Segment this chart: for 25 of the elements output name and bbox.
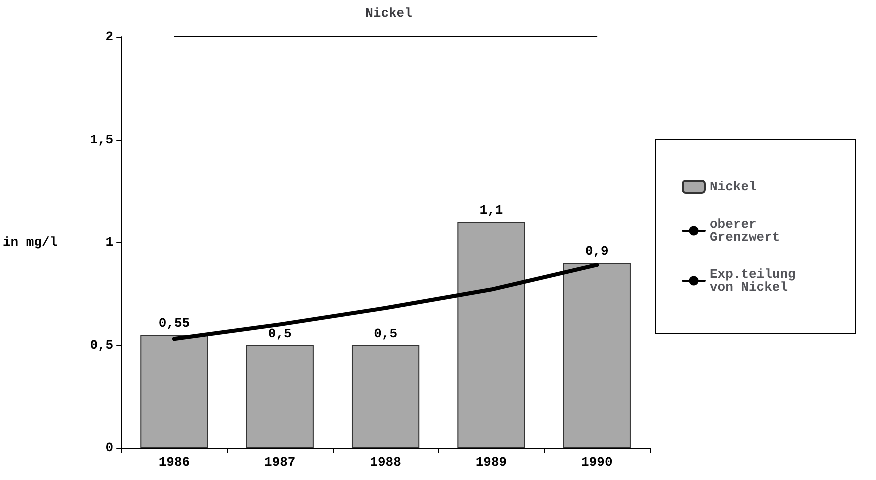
bar bbox=[140, 334, 208, 448]
legend-label: oberer Grenzwert bbox=[710, 217, 780, 245]
bar bbox=[458, 222, 526, 448]
y-tick-label: 0,5 bbox=[90, 338, 114, 353]
bar bbox=[246, 345, 314, 448]
chart-title: Nickel bbox=[366, 6, 413, 21]
data-label: 0,5 bbox=[374, 326, 398, 342]
y-axis-title: in mg/l bbox=[3, 235, 58, 250]
legend-label: Nickel bbox=[710, 180, 758, 194]
y-tick-label: 0 bbox=[106, 440, 114, 456]
x-tick-label: 1988 bbox=[370, 455, 402, 470]
y-tick-label: 2 bbox=[106, 30, 114, 44]
x-tick-label: 1990 bbox=[582, 455, 613, 470]
y-tick-label: 1 bbox=[106, 235, 114, 250]
x-tick-label: 1989 bbox=[476, 455, 508, 470]
bar bbox=[563, 263, 631, 448]
y-tick-label: 1,5 bbox=[90, 132, 114, 148]
x-tick-label: 1986 bbox=[158, 455, 190, 470]
data-label: 0,9 bbox=[585, 244, 610, 260]
data-label: 0,55 bbox=[158, 316, 190, 331]
legend-label: Exp.teilung von Nickel bbox=[710, 267, 796, 295]
data-label: 0,5 bbox=[268, 326, 292, 342]
data-label: 1,1 bbox=[480, 202, 504, 218]
bar bbox=[352, 345, 420, 448]
x-tick-label: 1987 bbox=[264, 455, 296, 470]
